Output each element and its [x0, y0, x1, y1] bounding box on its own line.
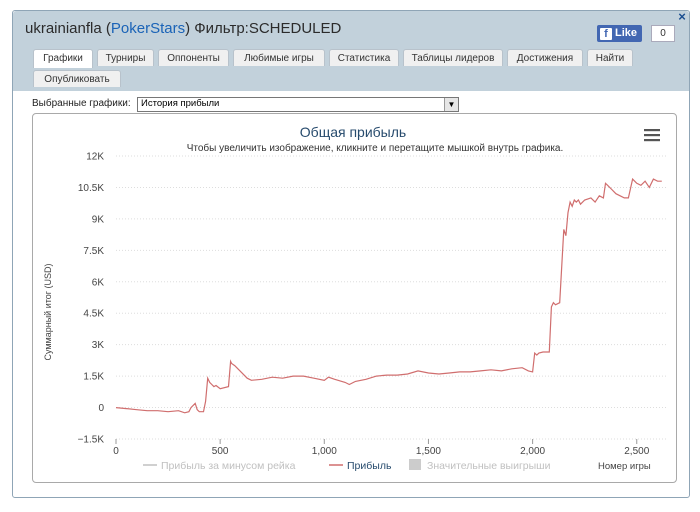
y-tick-label: 9K — [92, 214, 105, 225]
close-icon[interactable]: × — [678, 9, 686, 24]
legend-item-profit[interactable]: Прибыль — [329, 460, 392, 472]
y-tick-label: 0 — [98, 403, 104, 414]
legend-symbol — [409, 459, 421, 470]
legend-item-rake[interactable]: Прибыль за минусом рейка — [143, 460, 296, 472]
tab-opponents[interactable]: Оппоненты — [158, 49, 229, 66]
tab-leaderboards[interactable]: Таблицы лидеров — [403, 49, 503, 66]
x-tick-label: 1,500 — [416, 446, 441, 457]
y-axis-label: Суммарный итог (USD) — [43, 263, 53, 360]
y-tick-label: 3K — [92, 340, 105, 351]
x-tick-label: 0 — [113, 446, 119, 457]
chart-legend: Прибыль за минусом рейка Прибыль Значитель… — [143, 459, 551, 472]
y-tick-label: 4.5K — [83, 309, 104, 320]
legend-label: Значительные выигрыши — [427, 460, 551, 472]
window: ukrainianfla (PokerStars) Фильтр:SCHEDUL… — [12, 10, 690, 498]
tab-publish[interactable]: Опубликовать — [33, 70, 121, 87]
tab-statistics[interactable]: Статистика — [329, 49, 399, 66]
fb-like-button[interactable]: f Like — [597, 25, 643, 42]
y-tick-label: 7.5K — [83, 246, 104, 257]
tab-find[interactable]: Найти — [587, 49, 633, 66]
selector-label: Выбранные графики: — [32, 98, 131, 109]
fb-like-count: 0 — [651, 25, 675, 42]
profit-series-line — [115, 177, 662, 414]
hamburger-menu-icon[interactable] — [644, 129, 660, 142]
legend-label: Прибыль за минусом рейка — [161, 460, 296, 472]
y-tick-label: 6K — [92, 277, 105, 288]
fb-like-label: Like — [615, 27, 638, 39]
y-tick-label: 1.5K — [83, 372, 104, 383]
facebook-icon: f — [600, 27, 612, 40]
chart-subtitle: Чтобы увеличить изображение, кликните и … — [187, 142, 564, 154]
y-tick-label: 10.5K — [78, 183, 104, 194]
x-tick-label: 2,500 — [624, 446, 649, 457]
filter-text: Фильтр:SCHEDULED — [194, 20, 342, 37]
legend-item-big-wins[interactable]: Значительные выигрыши — [409, 459, 551, 472]
graph-select[interactable]: История прибыли ▼ — [137, 97, 459, 112]
y-tick-label: 12K — [86, 152, 104, 163]
legend-label: Прибыль — [347, 460, 392, 472]
x-axis-label: Номер игры — [598, 461, 651, 472]
window-header: ukrainianfla (PokerStars) Фильтр:SCHEDUL… — [13, 9, 689, 91]
window-title: ukrainianfla (PokerStars) Фильтр:SCHEDUL… — [25, 20, 342, 37]
chart-panel[interactable]: −1.5K 0 1.5K 3K 4.5K 6K 7.5K 9K 10.5K 12K 0 500 1,00… — [32, 113, 677, 483]
tab-tournaments[interactable]: Турниры — [97, 49, 154, 66]
tab-graphs[interactable]: Графики — [33, 49, 93, 68]
graph-select-value: История прибыли — [141, 98, 220, 109]
chart-title: Общая прибыль — [300, 124, 406, 140]
x-tick-label: 500 — [212, 446, 229, 457]
site-link[interactable]: PokerStars — [110, 20, 186, 37]
x-tick-label: 1,000 — [312, 446, 337, 457]
tab-achievements[interactable]: Достижения — [507, 49, 583, 66]
x-tick-label: 2,000 — [520, 446, 545, 457]
profit-chart[interactable]: −1.5K 0 1.5K 3K 4.5K 6K 7.5K 9K 10.5K 12K 0 500 1,00… — [33, 114, 676, 482]
tab-favorite-games[interactable]: Любимые игры — [233, 49, 325, 66]
chevron-down-icon[interactable]: ▼ — [444, 98, 458, 111]
y-tick-label: −1.5K — [78, 435, 105, 446]
username: ukrainianfla — [25, 20, 102, 37]
